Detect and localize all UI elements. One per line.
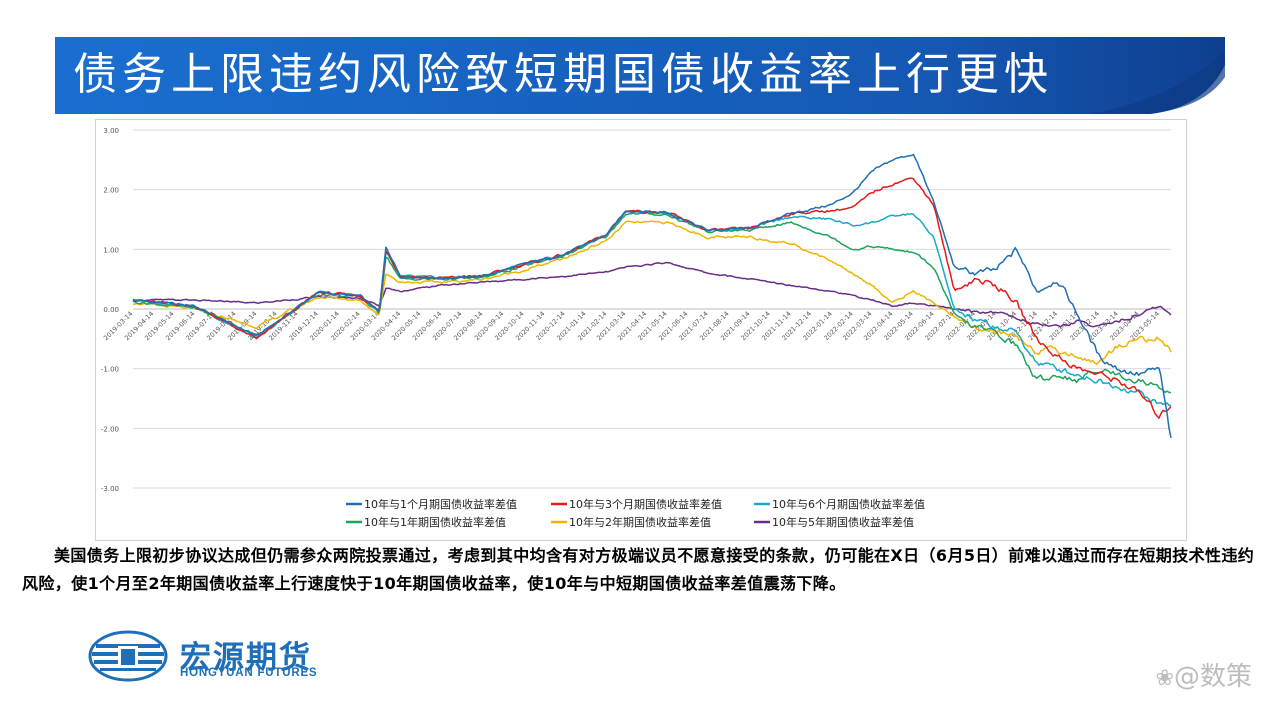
y-tick-label: 1.00: [103, 246, 119, 254]
series-line: [132, 261, 1172, 328]
chart-frame: 3.00 2.00 1.00 0.00 -1.00 -2.00 -3.00 2019-03-1…: [95, 119, 1187, 541]
legend-label: 10年与6个月期国债收益率差值: [772, 497, 925, 511]
legend-label: 10年与1年期国债收益率差值: [364, 515, 506, 529]
y-tick-label: -3.00: [101, 485, 119, 493]
y-tick-label: 0.00: [103, 306, 119, 314]
series-line: [132, 209, 1172, 407]
legend-label: 10年与1个月期国债收益率差值: [364, 497, 517, 511]
y-tick-label: 2.00: [103, 187, 119, 195]
body-paragraph: 美国债务上限初步协议达成但仍需参众两院投票通过，考虑到其中均含有对方极端议员不愿…: [22, 546, 1255, 593]
legend-label: 10年与2年期国债收益率差值: [569, 515, 711, 529]
watermark: ❀@数策: [1156, 656, 1252, 693]
title-banner: 债务上限违约风险致短期国债收益率上行更快: [55, 37, 1225, 114]
banner-background: [55, 37, 1225, 114]
logo-chinese-name: 宏源期货: [180, 640, 312, 676]
y-tick-label: -2.00: [101, 425, 119, 433]
legend-label: 10年与5年期国债收益率差值: [772, 515, 914, 529]
series-line: [132, 153, 1172, 439]
watermark-text: @数策: [1173, 662, 1252, 692]
page-title: 债务上限违约风险致短期国债收益率上行更快: [73, 49, 1053, 100]
company-logo: 宏源期货 HONGYUAN FUTURES: [88, 630, 368, 682]
legend-label: 10年与3个月期国债收益率差值: [569, 497, 722, 511]
series-line: [132, 220, 1172, 365]
y-tick-label: 3.00: [103, 127, 119, 135]
logo-emblem-icon: [88, 630, 168, 682]
series-line: [132, 211, 1172, 394]
yield-spread-chart: 3.002.001.000.00-1.00-2.00-3.002019-03-1…: [101, 127, 1172, 529]
y-tick-label: -1.00: [101, 366, 119, 374]
logo-english-name: HONGYUAN FUTURES: [180, 667, 318, 679]
watermark-icon: ❀: [1155, 666, 1174, 691]
